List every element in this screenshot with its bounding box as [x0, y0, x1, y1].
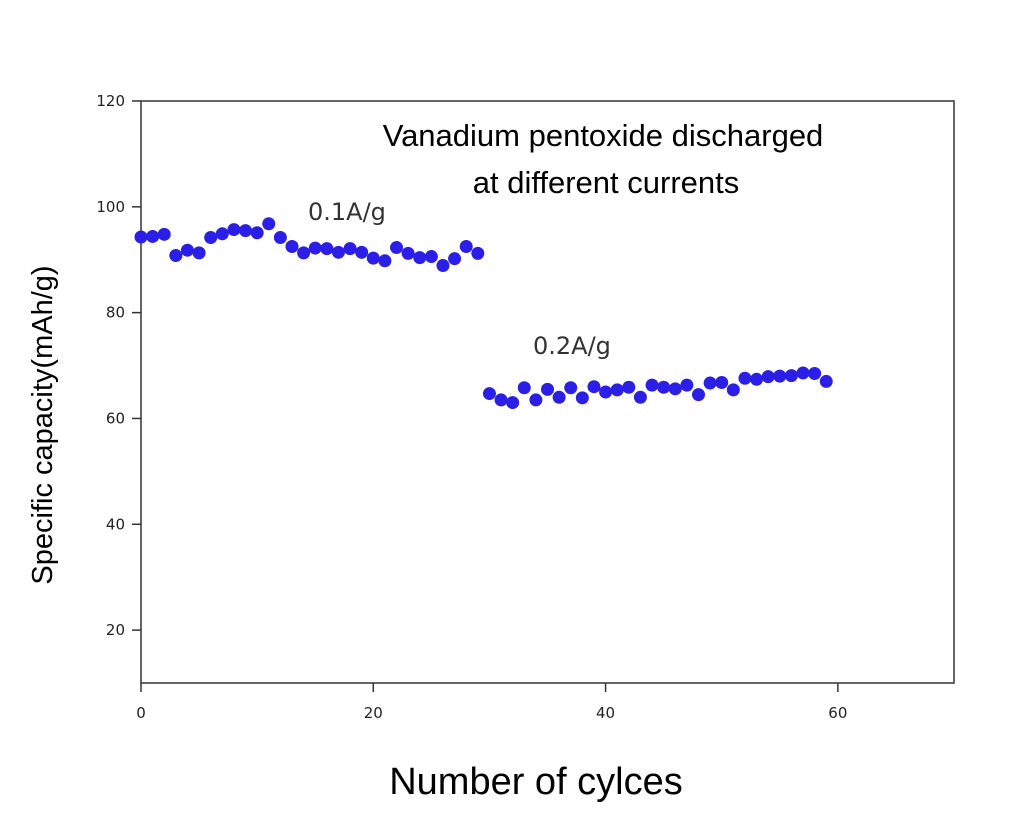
- data-point: [239, 224, 253, 238]
- data-point: [482, 387, 496, 401]
- data-point: [645, 378, 659, 392]
- data-point: [227, 223, 241, 237]
- data-point: [157, 227, 171, 241]
- data-point: [761, 370, 775, 384]
- data-point: [146, 229, 160, 243]
- data-point: [564, 381, 578, 395]
- data-point: [297, 246, 311, 260]
- data-point: [622, 380, 636, 394]
- data-point: [285, 240, 299, 253]
- data-point: [610, 383, 624, 397]
- x-axis: 0 20 40 60: [136, 683, 847, 722]
- data-point: [169, 248, 183, 262]
- data-point: [808, 366, 822, 380]
- data-point: [471, 246, 485, 260]
- data-point: [390, 241, 404, 255]
- data-point: [715, 375, 729, 389]
- data-point: [308, 241, 322, 255]
- data-point: [273, 231, 287, 245]
- data-point: [459, 240, 473, 253]
- data-point: [517, 381, 531, 395]
- data-point: [541, 382, 554, 396]
- data-point: [599, 385, 613, 399]
- data-point: [657, 380, 671, 394]
- series-label-0-2-a-g: 0.2A/g: [533, 332, 611, 360]
- x-tick-label: 60: [828, 704, 847, 722]
- data-point: [575, 391, 589, 405]
- data-point: [250, 226, 264, 240]
- y-axis: 20 40 60 80 100 120: [96, 92, 141, 639]
- data-point: [343, 242, 357, 256]
- data-point: [192, 246, 206, 260]
- data-point: [726, 383, 740, 397]
- data-point: [633, 390, 647, 404]
- y-tick-label: 100: [96, 198, 125, 216]
- data-point: [680, 378, 694, 392]
- y-axis-title: Specific capacity(mAh/g): [27, 265, 59, 584]
- x-tick-label: 40: [596, 704, 615, 722]
- data-point: [587, 380, 601, 394]
- data-point: [703, 376, 717, 390]
- data-point: [784, 369, 798, 383]
- data-point: [331, 245, 345, 259]
- data-point: [796, 366, 810, 380]
- data-point: [529, 393, 543, 407]
- data-point: [204, 231, 218, 245]
- data-point: [424, 250, 438, 264]
- data-point: [366, 251, 380, 265]
- chart-title-line-1: Vanadium pentoxide discharged: [383, 118, 824, 153]
- data-point: [738, 371, 752, 385]
- data-point: [819, 374, 833, 388]
- data-point: [180, 243, 194, 257]
- data-point: [262, 217, 276, 231]
- data-point: [691, 388, 705, 402]
- data-point: [552, 390, 566, 404]
- x-axis-title: Number of cylces: [389, 761, 683, 803]
- data-point: [378, 254, 392, 268]
- data-point: [134, 230, 148, 244]
- y-tick-label: 120: [96, 92, 125, 110]
- y-tick-label: 20: [106, 621, 125, 639]
- series-label-0-1-a-g: 0.1A/g: [308, 198, 386, 226]
- data-point: [494, 393, 508, 407]
- data-point: [320, 242, 334, 256]
- y-tick-label: 60: [106, 409, 125, 427]
- data-point: [436, 259, 450, 273]
- y-tick-label: 80: [106, 304, 125, 322]
- data-point: [215, 227, 229, 241]
- data-point: [355, 245, 369, 259]
- data-point: [401, 246, 415, 260]
- data-point: [668, 382, 682, 396]
- data-points: [134, 217, 833, 410]
- data-point: [506, 396, 520, 410]
- y-tick-label: 40: [106, 515, 125, 533]
- x-tick-label: 0: [136, 704, 146, 722]
- data-point: [448, 252, 462, 266]
- x-tick-label: 20: [364, 704, 383, 722]
- data-point: [413, 251, 427, 265]
- data-point: [750, 372, 764, 386]
- data-point: [773, 369, 787, 383]
- chart-title-line-2: at different currents: [473, 165, 740, 200]
